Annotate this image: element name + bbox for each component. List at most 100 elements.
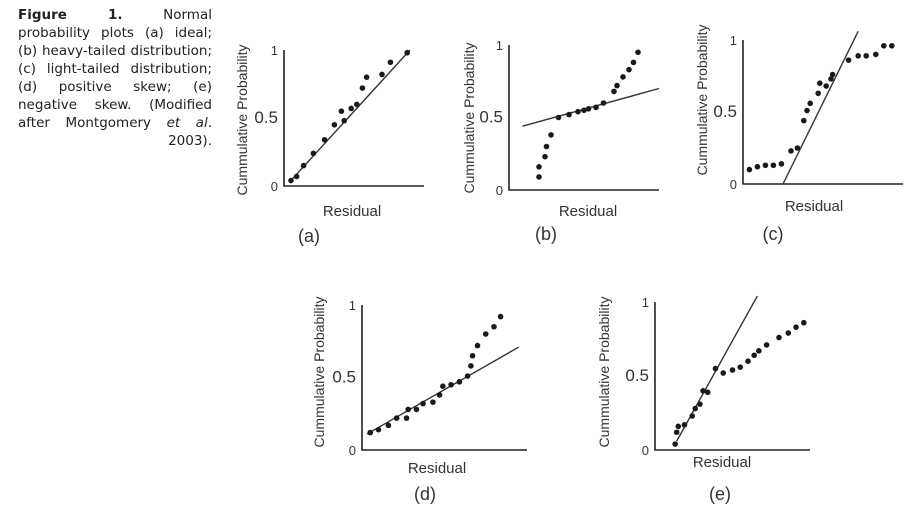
data-point bbox=[536, 174, 542, 180]
y-tick-label: 1 bbox=[349, 298, 356, 313]
data-point bbox=[288, 177, 294, 184]
data-point bbox=[823, 83, 829, 89]
data-point bbox=[689, 413, 695, 419]
axis-lines bbox=[283, 50, 424, 187]
data-point bbox=[729, 367, 736, 373]
data-point bbox=[762, 162, 769, 169]
data-point bbox=[555, 114, 562, 121]
x-axis-label: Residual bbox=[408, 460, 466, 477]
data-point bbox=[873, 51, 879, 58]
data-point bbox=[751, 352, 757, 359]
data-point bbox=[393, 415, 400, 421]
axis-lines bbox=[508, 45, 659, 191]
data-point bbox=[788, 148, 794, 154]
data-point bbox=[341, 117, 348, 124]
y-axis-label: Cummulative Probability bbox=[234, 45, 250, 196]
data-point bbox=[403, 415, 410, 421]
data-point bbox=[405, 406, 412, 413]
data-point bbox=[635, 49, 641, 56]
data-point bbox=[801, 117, 807, 124]
data-point bbox=[536, 164, 542, 170]
y-tick-label: 0.5 bbox=[254, 108, 278, 127]
panel-label: (b) bbox=[535, 224, 557, 244]
x-axis-label: Residual bbox=[785, 198, 843, 215]
data-point bbox=[575, 108, 581, 115]
data-point bbox=[855, 53, 861, 59]
data-point bbox=[413, 406, 420, 413]
y-tick-label: 1 bbox=[271, 43, 278, 58]
data-point bbox=[626, 66, 632, 73]
data-point bbox=[776, 334, 782, 341]
data-point bbox=[793, 324, 799, 330]
panel-label: (d) bbox=[414, 484, 436, 504]
data-point bbox=[620, 74, 626, 80]
data-point bbox=[889, 42, 895, 49]
data-point bbox=[548, 132, 554, 138]
data-point bbox=[675, 423, 682, 430]
data-point bbox=[737, 364, 744, 370]
data-point bbox=[482, 331, 489, 337]
data-point bbox=[310, 150, 317, 157]
data-point bbox=[720, 370, 726, 376]
data-point bbox=[387, 59, 394, 66]
data-point bbox=[430, 399, 436, 405]
data-point bbox=[585, 106, 592, 112]
y-tick-label: 0.5 bbox=[479, 108, 503, 127]
data-point bbox=[763, 342, 770, 348]
data-point bbox=[673, 429, 680, 436]
data-point bbox=[754, 163, 761, 170]
data-point bbox=[440, 383, 446, 390]
data-point bbox=[420, 400, 426, 407]
data-point bbox=[300, 162, 307, 169]
caption-tail: . 2003). bbox=[168, 115, 212, 149]
data-point bbox=[338, 108, 345, 114]
data-point bbox=[692, 405, 699, 412]
data-point bbox=[770, 162, 777, 169]
panel-c: 0 0.5 1 Residual Cummulative Probability (c) bbox=[694, 25, 903, 244]
data-point bbox=[359, 85, 366, 91]
data-point bbox=[785, 330, 792, 336]
data-point bbox=[630, 59, 637, 66]
data-point bbox=[614, 82, 620, 89]
axis-lines bbox=[742, 40, 903, 185]
data-point bbox=[778, 161, 785, 167]
y-axis-label: Cummulative Probability bbox=[694, 25, 710, 176]
caption-italic: et al bbox=[166, 115, 208, 131]
panel-d: 0 0.5 1 Residual Cummulative Probability (d) bbox=[311, 297, 527, 504]
data-point bbox=[600, 100, 607, 106]
data-point bbox=[331, 122, 338, 128]
figure-caption: Figure 1. Normal probability plots (a) i… bbox=[18, 6, 212, 150]
data-point bbox=[581, 107, 587, 114]
y-tick-label: 1 bbox=[730, 33, 737, 48]
panel-label: (e) bbox=[709, 484, 731, 504]
y-tick-label: 0 bbox=[642, 443, 649, 458]
data-point bbox=[700, 388, 706, 394]
data-point bbox=[542, 153, 548, 160]
data-point bbox=[566, 111, 572, 118]
data-point bbox=[712, 365, 719, 372]
data-point bbox=[593, 104, 599, 111]
data-point bbox=[829, 71, 836, 78]
data-point bbox=[756, 348, 762, 354]
panel-a: 0 0.5 1 Residual Cummulative Probability (a) bbox=[234, 43, 424, 246]
data-point bbox=[385, 422, 392, 429]
data-point bbox=[681, 422, 688, 428]
y-tick-label: 0 bbox=[271, 179, 278, 194]
data-point bbox=[469, 352, 476, 359]
data-point bbox=[828, 76, 834, 82]
data-point bbox=[794, 145, 801, 151]
y-tick-label: 0.5 bbox=[625, 366, 649, 385]
fit-line bbox=[782, 31, 859, 185]
data-point bbox=[348, 105, 355, 112]
x-axis-label: Residual bbox=[323, 203, 381, 220]
data-point bbox=[474, 342, 481, 349]
y-axis-label: Cummulative Probability bbox=[461, 43, 477, 194]
fit-line bbox=[366, 346, 520, 435]
data-point bbox=[375, 426, 382, 433]
y-tick-label: 1 bbox=[642, 295, 649, 310]
y-tick-label: 0.5 bbox=[713, 102, 737, 121]
data-point bbox=[404, 49, 411, 56]
panel-label: (c) bbox=[763, 224, 784, 244]
y-tick-label: 0.5 bbox=[332, 368, 356, 387]
